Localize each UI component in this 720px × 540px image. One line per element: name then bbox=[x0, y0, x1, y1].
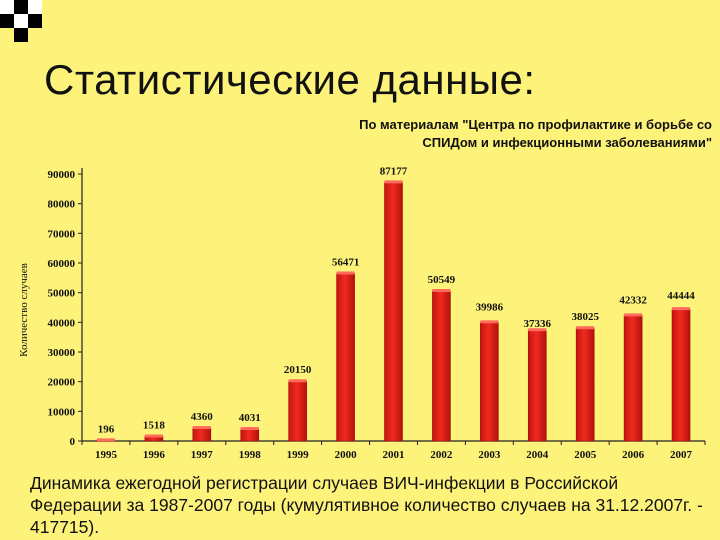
y-tick-label: 40000 bbox=[48, 317, 76, 329]
x-tick-label: 1999 bbox=[287, 449, 310, 461]
data-label: 39986 bbox=[476, 301, 504, 313]
bar bbox=[671, 308, 691, 442]
data-label: 50549 bbox=[428, 274, 456, 286]
y-tick-label: 90000 bbox=[48, 169, 76, 181]
corner-decoration bbox=[28, 0, 42, 14]
bar-cap bbox=[480, 320, 499, 324]
x-tick-label: 1996 bbox=[143, 449, 166, 461]
bar-cap bbox=[624, 313, 643, 317]
source-note-line: СПИДом и инфекционными заболеваниями" bbox=[422, 135, 712, 150]
x-tick-label: 2006 bbox=[622, 449, 645, 461]
bar bbox=[480, 322, 499, 442]
y-tick-label: 0 bbox=[70, 436, 76, 448]
corner-decoration bbox=[14, 0, 28, 14]
data-label: 4360 bbox=[191, 411, 214, 423]
data-label: 1518 bbox=[143, 419, 166, 431]
x-tick-label: 1997 bbox=[191, 449, 214, 461]
data-label: 56471 bbox=[332, 256, 360, 268]
data-label: 42332 bbox=[619, 294, 647, 306]
data-label: 44444 bbox=[667, 290, 695, 302]
y-tick-label: 10000 bbox=[48, 406, 76, 418]
bar bbox=[336, 273, 355, 442]
bar bbox=[288, 380, 307, 442]
footnote: Динамика ежегодной регистрации случаев В… bbox=[30, 473, 703, 537]
bar-cap bbox=[576, 326, 595, 330]
corner-decoration bbox=[28, 14, 42, 28]
bar-cap bbox=[384, 180, 403, 184]
source-note: По материалам "Центра по профилактике и … bbox=[280, 116, 712, 152]
bar-cap bbox=[288, 379, 307, 383]
y-tick-label: 30000 bbox=[48, 347, 76, 359]
corner-decoration bbox=[14, 28, 28, 42]
bar-cap bbox=[336, 271, 355, 275]
bar-cap bbox=[192, 426, 211, 430]
y-tick-label: 70000 bbox=[48, 228, 76, 240]
x-tick-label: 1998 bbox=[239, 449, 262, 461]
x-tick-label: 2000 bbox=[335, 449, 358, 461]
y-tick-label: 50000 bbox=[48, 288, 76, 300]
data-label: 20150 bbox=[284, 364, 312, 376]
y-tick-label: 80000 bbox=[48, 199, 76, 211]
bar-cap bbox=[528, 328, 547, 332]
bar bbox=[192, 427, 212, 442]
x-tick-label: 1995 bbox=[95, 449, 118, 461]
bar bbox=[240, 428, 260, 442]
x-tick-label: 2001 bbox=[383, 449, 405, 461]
x-tick-label: 2005 bbox=[574, 449, 597, 461]
corner-decoration bbox=[14, 14, 28, 28]
x-tick-label: 2004 bbox=[526, 449, 549, 461]
bar bbox=[384, 182, 403, 442]
bar-cap bbox=[672, 307, 691, 311]
bar-cap bbox=[96, 438, 115, 442]
bar bbox=[527, 329, 547, 442]
page-title: Статистические данные: bbox=[44, 56, 536, 103]
bar-cap bbox=[144, 434, 163, 438]
bar-cap bbox=[240, 427, 259, 431]
data-label: 4031 bbox=[239, 412, 261, 424]
corner-decoration bbox=[0, 0, 14, 14]
x-tick-label: 2002 bbox=[430, 449, 453, 461]
y-tick-label: 20000 bbox=[48, 377, 76, 389]
x-tick-label: 2007 bbox=[670, 449, 693, 461]
bar-cap bbox=[432, 289, 451, 293]
y-tick-label: 60000 bbox=[48, 258, 76, 270]
bar bbox=[575, 327, 595, 442]
bar bbox=[623, 315, 643, 442]
data-label: 87177 bbox=[380, 165, 408, 177]
bar bbox=[432, 290, 451, 442]
x-tick-label: 2003 bbox=[478, 449, 501, 461]
data-label: 196 bbox=[98, 423, 115, 435]
corner-decoration bbox=[0, 14, 14, 28]
source-note-line: По материалам "Центра по профилактике и … bbox=[359, 117, 712, 132]
data-label: 38025 bbox=[571, 311, 599, 323]
y-axis-label: Количество случаев bbox=[18, 263, 30, 357]
data-label: 37336 bbox=[524, 318, 552, 330]
